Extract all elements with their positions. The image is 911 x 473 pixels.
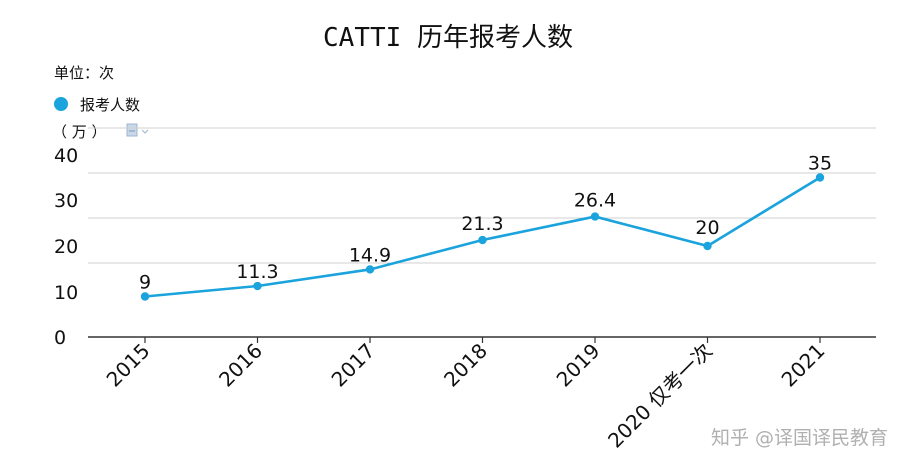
data-label-2016: 11.3 <box>236 261 278 283</box>
watermark: 知乎 @译国译民教育 <box>711 427 888 449</box>
legend: 报考人数 <box>54 96 140 114</box>
data-label-2020: 20 <box>695 217 719 239</box>
data-label-2018: 21.3 <box>461 213 503 235</box>
data-point-2019 <box>590 212 600 221</box>
legend-label: 报考人数 <box>80 96 140 114</box>
data-point-2017 <box>365 265 375 274</box>
legend-marker-icon <box>54 97 68 111</box>
y-unit-label: （ 万 ） <box>52 123 107 141</box>
x-tick-label-2019: 2019 <box>552 339 605 392</box>
data-labels: 9 11.3 14.9 21.3 26.4 20 35 <box>139 153 832 294</box>
x-tick-label-2015: 2015 <box>102 339 155 392</box>
data-point-2021 <box>815 173 825 182</box>
data-label-2015: 9 <box>139 272 151 294</box>
gridlines <box>88 127 876 264</box>
chart-title: CATTI 历年报考人数 <box>323 23 573 53</box>
document-icon <box>126 123 149 137</box>
data-label-2021: 35 <box>808 153 832 175</box>
data-point-2016 <box>253 281 262 291</box>
y-tick-label: 0 <box>54 327 66 349</box>
x-tick-label-2017: 2017 <box>327 339 380 392</box>
unit-label: 单位：次 <box>54 64 114 82</box>
y-tick-label: 20 <box>54 236 78 258</box>
x-tick-label-2016: 2016 <box>214 339 267 392</box>
data-point-2018 <box>478 235 487 245</box>
data-label-2017: 14.9 <box>349 244 391 266</box>
data-label-2019: 26.4 <box>574 190 616 212</box>
data-point-2020 <box>703 241 712 251</box>
x-tick-label-2020: 2020 仅考一次 <box>603 339 717 453</box>
data-points <box>140 173 825 301</box>
y-tick-label: 40 <box>54 145 78 167</box>
x-tick-label-2018: 2018 <box>439 339 492 392</box>
data-point-2015 <box>140 292 150 301</box>
y-tick-label: 30 <box>54 190 78 212</box>
y-tick-label: 10 <box>54 282 78 304</box>
x-tick-label-2021: 2021 <box>777 339 830 392</box>
y-axis-ticks: 0 10 20 30 40 <box>54 145 78 349</box>
